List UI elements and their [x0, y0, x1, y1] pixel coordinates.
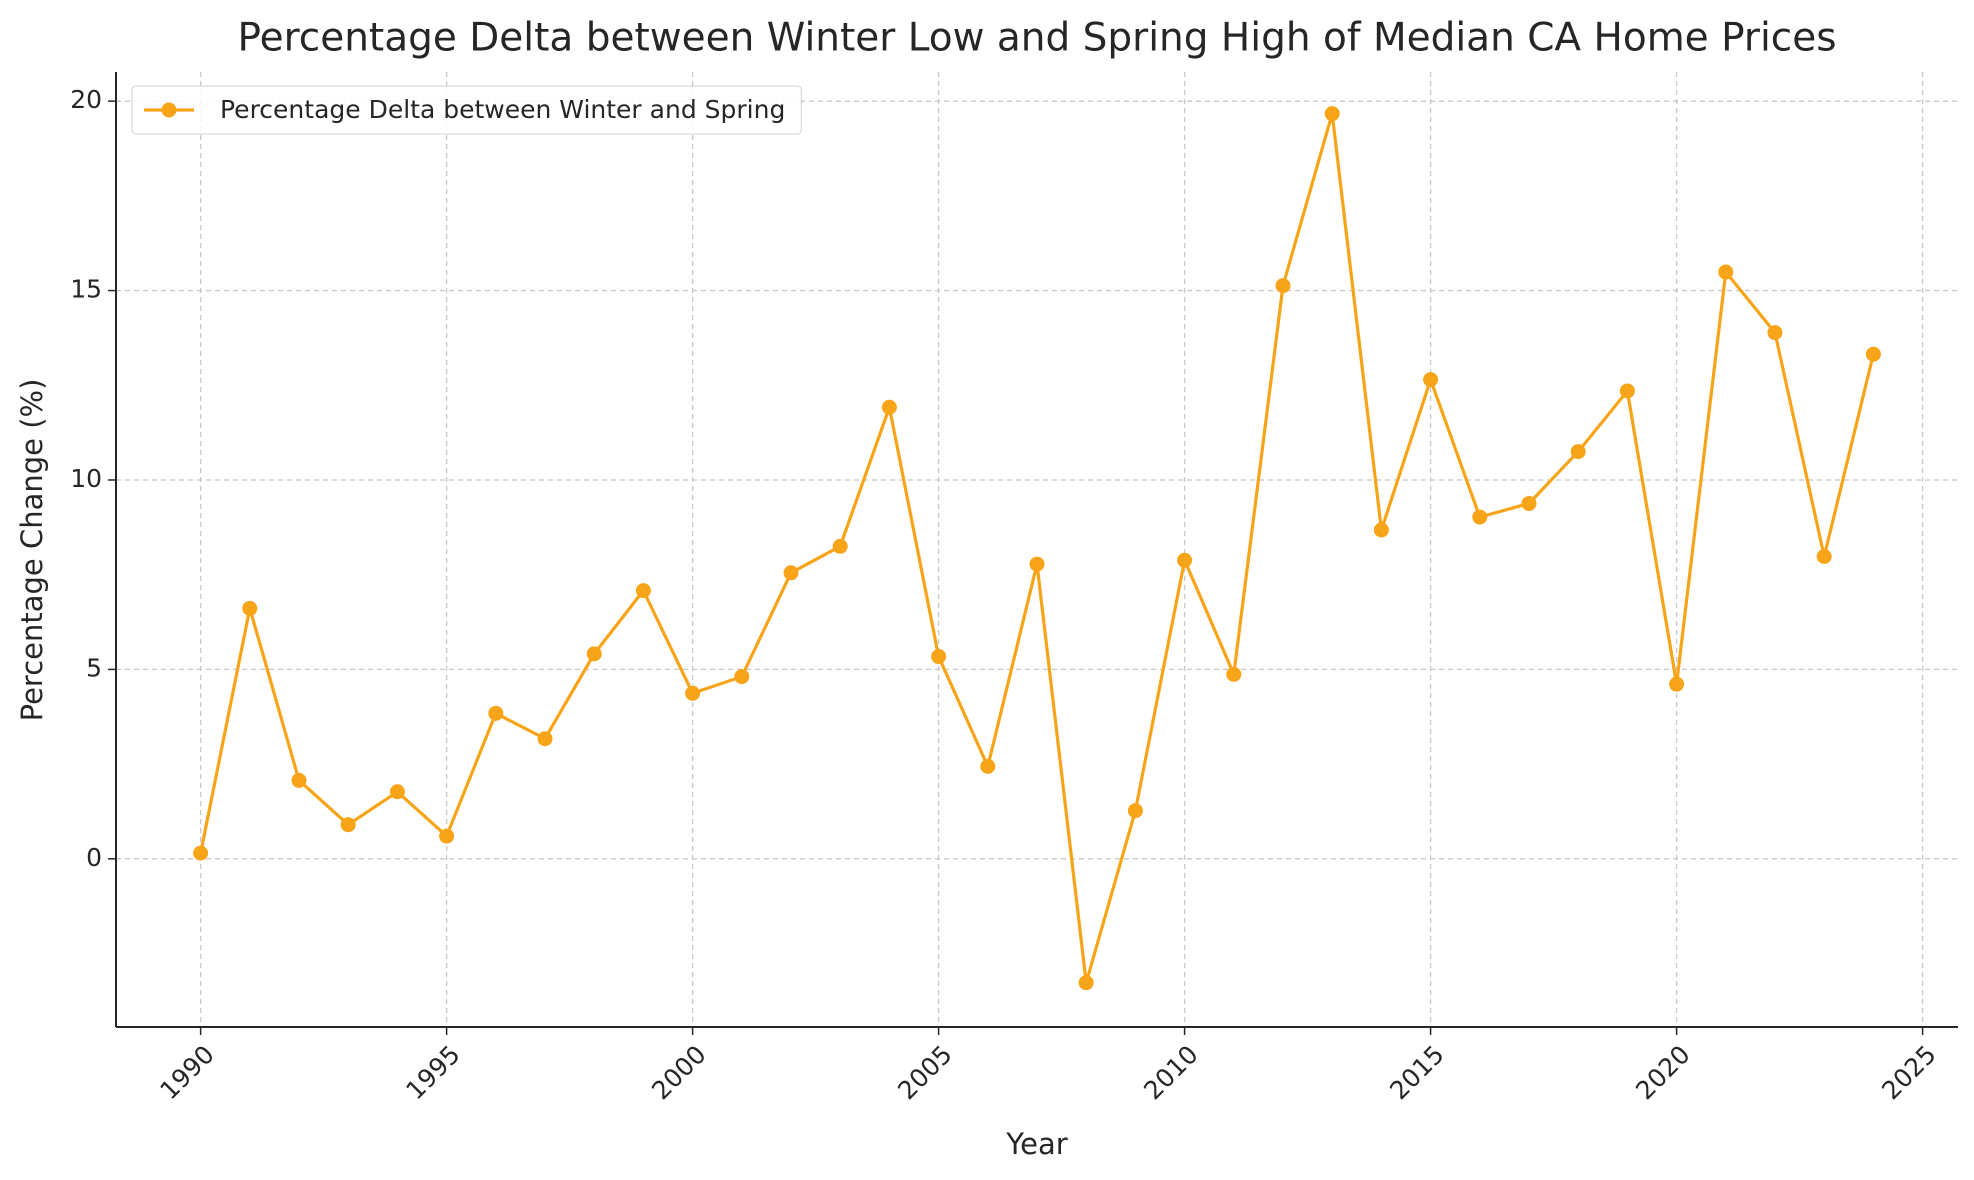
point	[685, 685, 701, 701]
x-tick-label: 1990	[154, 1040, 219, 1105]
point	[783, 565, 799, 581]
point	[1127, 803, 1143, 819]
x-tick-label: 2020	[1630, 1040, 1695, 1105]
y-tick-label: 5	[86, 653, 102, 682]
point	[1521, 495, 1537, 511]
point	[439, 828, 455, 844]
legend-label: Percentage Delta between Winter and Spri…	[220, 95, 785, 124]
point	[1275, 278, 1291, 294]
legend-marker	[161, 102, 177, 118]
point	[1816, 549, 1832, 565]
point	[389, 784, 405, 800]
point	[832, 538, 848, 554]
point	[635, 583, 651, 599]
x-tick-label: 2010	[1138, 1040, 1203, 1105]
chart-title: Percentage Delta between Winter Low and …	[237, 16, 1836, 61]
point	[980, 758, 996, 774]
x-tick-label: 2005	[892, 1040, 957, 1105]
point	[1029, 556, 1045, 572]
point	[881, 399, 897, 415]
point	[1472, 509, 1488, 525]
legend-box	[131, 85, 802, 135]
point	[1865, 346, 1881, 362]
point	[1767, 325, 1783, 341]
point	[537, 731, 553, 747]
point	[242, 600, 258, 616]
y-axis-label: Percentage Change (%)	[15, 379, 49, 722]
x-tick-label: 2000	[646, 1040, 711, 1105]
point	[1324, 106, 1340, 122]
point	[1619, 383, 1635, 399]
x-tick-label: 1995	[400, 1040, 465, 1105]
point	[1423, 372, 1439, 388]
y-tick-label: 20	[70, 85, 102, 114]
point	[1177, 552, 1193, 568]
point	[1669, 676, 1685, 692]
point	[1226, 666, 1242, 682]
y-tick-label: 0	[86, 843, 102, 872]
point	[340, 817, 356, 833]
series-line	[199, 112, 1875, 985]
point	[1570, 444, 1586, 460]
y-tick-label: 10	[70, 464, 102, 493]
point	[488, 705, 504, 721]
point	[1078, 975, 1094, 991]
point	[193, 845, 209, 861]
x-tick-label: 2015	[1384, 1040, 1449, 1105]
y-tick-label: 15	[70, 275, 102, 304]
point	[931, 649, 947, 665]
point	[586, 646, 602, 662]
x-tick-label: 2025	[1876, 1040, 1941, 1105]
x-axis-label: Year	[1005, 1127, 1067, 1161]
point	[1373, 522, 1389, 538]
point	[734, 669, 750, 685]
point	[1718, 264, 1734, 280]
point	[291, 772, 307, 788]
